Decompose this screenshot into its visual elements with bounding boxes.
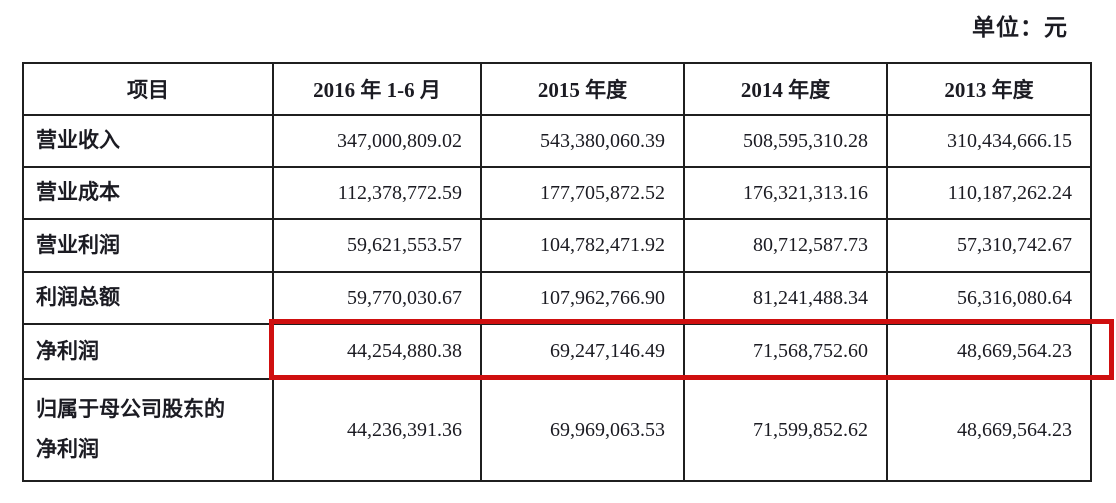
row-label: 营业成本 <box>22 166 274 220</box>
cell-value: 44,236,391.36 <box>272 378 482 482</box>
cell-value: 48,669,564.23 <box>886 378 1092 482</box>
cell-value: 44,254,880.38 <box>272 323 482 380</box>
cell-value: 80,712,587.73 <box>683 218 888 273</box>
cell-value: 110,187,262.24 <box>886 166 1092 220</box>
cell-value: 71,568,752.60 <box>683 323 888 380</box>
financial-table: 项目 2016 年 1-6 月 2015 年度 2014 年度 2013 年度 … <box>22 62 1092 482</box>
cell-value: 104,782,471.92 <box>480 218 685 273</box>
row-label: 营业收入 <box>22 114 274 168</box>
cell-value: 81,241,488.34 <box>683 271 888 325</box>
cell-value: 107,962,766.90 <box>480 271 685 325</box>
cell-value: 57,310,742.67 <box>886 218 1092 273</box>
table-row-operating-cost: 营业成本 112,378,772.59 177,705,872.52 176,3… <box>22 166 1092 220</box>
cell-value: 59,621,553.57 <box>272 218 482 273</box>
cell-value: 508,595,310.28 <box>683 114 888 168</box>
cell-value: 310,434,666.15 <box>886 114 1092 168</box>
table-row-total-profit: 利润总额 59,770,030.67 107,962,766.90 81,241… <box>22 271 1092 325</box>
row-label: 净利润 <box>22 323 274 380</box>
cell-value: 69,969,063.53 <box>480 378 685 482</box>
table-row-net-profit: 净利润 44,254,880.38 69,247,146.49 71,568,7… <box>22 323 1092 380</box>
row-label: 归属于母公司股东的 净利润 <box>22 378 274 482</box>
header-2016-h1: 2016 年 1-6 月 <box>272 62 482 116</box>
header-2015: 2015 年度 <box>480 62 685 116</box>
cell-value: 177,705,872.52 <box>480 166 685 220</box>
cell-value: 543,380,060.39 <box>480 114 685 168</box>
table-header-row: 项目 2016 年 1-6 月 2015 年度 2014 年度 2013 年度 <box>22 62 1092 116</box>
header-item: 项目 <box>22 62 274 116</box>
header-2014: 2014 年度 <box>683 62 888 116</box>
cell-value: 347,000,809.02 <box>272 114 482 168</box>
unit-label: 单位：元 <box>972 15 1068 40</box>
table-row-operating-revenue: 营业收入 347,000,809.02 543,380,060.39 508,5… <box>22 114 1092 168</box>
table-row-operating-profit: 营业利润 59,621,553.57 104,782,471.92 80,712… <box>22 218 1092 273</box>
row-label: 营业利润 <box>22 218 274 273</box>
header-2013: 2013 年度 <box>886 62 1092 116</box>
cell-value: 112,378,772.59 <box>272 166 482 220</box>
table-row-net-profit-attributable-to-parent: 归属于母公司股东的 净利润 44,236,391.36 69,969,063.5… <box>22 378 1092 482</box>
cell-value: 59,770,030.67 <box>272 271 482 325</box>
cell-value: 69,247,146.49 <box>480 323 685 380</box>
row-label: 利润总额 <box>22 271 274 325</box>
cell-value: 71,599,852.62 <box>683 378 888 482</box>
cell-value: 48,669,564.23 <box>886 323 1092 380</box>
cell-value: 56,316,080.64 <box>886 271 1092 325</box>
cell-value: 176,321,313.16 <box>683 166 888 220</box>
